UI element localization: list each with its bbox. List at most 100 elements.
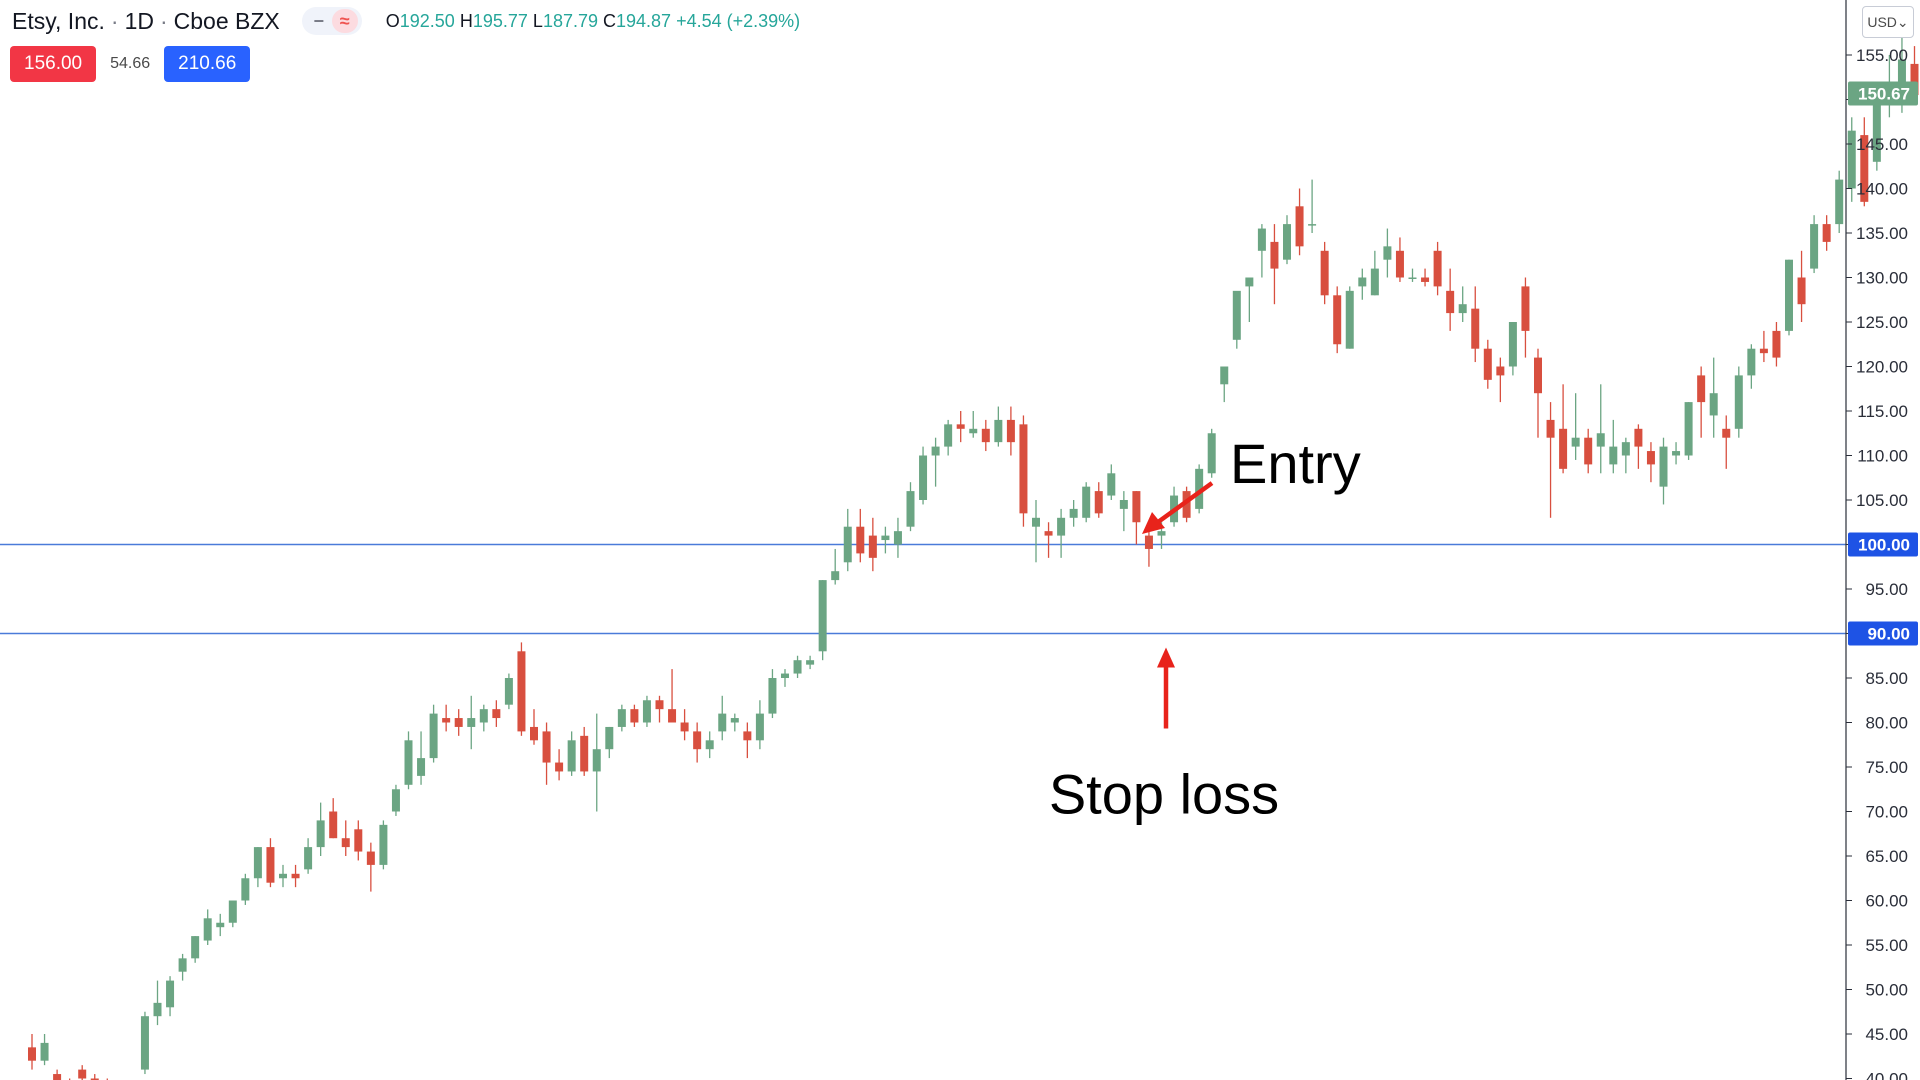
candle[interactable]: [1747, 344, 1756, 389]
candle[interactable]: [1596, 384, 1605, 474]
candle[interactable]: [316, 802, 325, 856]
candle[interactable]: [768, 669, 777, 719]
candle[interactable]: [291, 864, 300, 888]
candle[interactable]: [617, 704, 626, 732]
candle[interactable]: [78, 1065, 87, 1080]
candle[interactable]: [28, 1034, 36, 1070]
candle[interactable]: [1534, 348, 1542, 438]
candle[interactable]: [1835, 170, 1844, 233]
candle[interactable]: [1006, 406, 1015, 456]
candle[interactable]: [881, 526, 890, 554]
candle[interactable]: [718, 695, 727, 741]
candle[interactable]: [542, 722, 551, 785]
candle[interactable]: [793, 655, 802, 678]
candle[interactable]: [1195, 464, 1204, 514]
candle[interactable]: [1044, 522, 1053, 558]
candle[interactable]: [1182, 486, 1191, 523]
candle[interactable]: [843, 508, 852, 572]
candle[interactable]: [1057, 508, 1066, 558]
candle[interactable]: [266, 838, 275, 888]
candle[interactable]: [831, 548, 840, 585]
candle[interactable]: [931, 437, 940, 487]
candle[interactable]: [1496, 357, 1505, 403]
candle[interactable]: [1559, 384, 1568, 474]
candle[interactable]: [1722, 415, 1731, 469]
candle[interactable]: [1521, 277, 1530, 358]
candle[interactable]: [1822, 215, 1831, 251]
approx-icon[interactable]: ≈: [331, 9, 358, 33]
candle[interactable]: [730, 713, 739, 732]
symbol-name[interactable]: Etsy, Inc.: [12, 7, 105, 34]
candle[interactable]: [379, 820, 388, 870]
candle[interactable]: [304, 838, 313, 874]
candle[interactable]: [567, 731, 576, 776]
indicator-toggle[interactable]: − ≈: [301, 7, 362, 35]
candle[interactable]: [504, 673, 513, 710]
candle[interactable]: [253, 847, 262, 888]
candle[interactable]: [1672, 442, 1681, 465]
candle[interactable]: [454, 709, 463, 736]
candle[interactable]: [492, 700, 501, 727]
exchange-label[interactable]: Cboe BZX: [173, 7, 280, 34]
candle[interactable]: [1571, 393, 1580, 460]
candle[interactable]: [1810, 215, 1819, 274]
candle[interactable]: [140, 1011, 149, 1075]
candle[interactable]: [630, 704, 639, 727]
candle[interactable]: [1684, 402, 1693, 460]
candle[interactable]: [1697, 366, 1706, 438]
candle[interactable]: [1257, 224, 1266, 278]
candle[interactable]: [1358, 268, 1367, 300]
candle[interactable]: [1207, 428, 1216, 478]
candle[interactable]: [1433, 241, 1442, 296]
candle[interactable]: [1759, 330, 1768, 363]
candle[interactable]: [580, 726, 589, 776]
candle[interactable]: [354, 820, 363, 861]
candle[interactable]: [1019, 415, 1028, 527]
candle[interactable]: [693, 722, 702, 763]
candle[interactable]: [1847, 117, 1856, 202]
candle[interactable]: [467, 695, 476, 750]
candle[interactable]: [1446, 268, 1455, 331]
candle[interactable]: [1860, 117, 1869, 207]
candle[interactable]: [555, 749, 564, 781]
candle[interactable]: [1471, 286, 1480, 363]
candle[interactable]: [1634, 424, 1643, 469]
candle[interactable]: [1734, 366, 1743, 438]
candle[interactable]: [981, 419, 990, 452]
candle[interactable]: [893, 517, 902, 558]
candle[interactable]: [1395, 237, 1404, 282]
candle[interactable]: [341, 820, 350, 856]
candle[interactable]: [90, 1074, 99, 1080]
candle[interactable]: [906, 482, 915, 532]
candle[interactable]: [1119, 491, 1128, 532]
candle[interactable]: [1772, 322, 1781, 367]
candle[interactable]: [668, 669, 677, 723]
candle[interactable]: [919, 446, 928, 505]
candle[interactable]: [1383, 228, 1392, 278]
candle[interactable]: [1132, 491, 1141, 545]
candle[interactable]: [279, 864, 287, 888]
candle[interactable]: [856, 508, 865, 563]
candle[interactable]: [680, 709, 689, 741]
candle[interactable]: [1546, 402, 1555, 518]
candle[interactable]: [442, 704, 451, 732]
candle[interactable]: [642, 695, 651, 727]
candle[interactable]: [391, 784, 400, 816]
candle[interactable]: [366, 842, 375, 892]
candle[interactable]: [153, 980, 162, 1026]
candle[interactable]: [1621, 437, 1630, 474]
candle[interactable]: [166, 976, 175, 1017]
candle[interactable]: [404, 731, 413, 790]
candle[interactable]: [429, 704, 438, 763]
candle[interactable]: [1333, 286, 1342, 354]
candle[interactable]: [755, 700, 764, 750]
candle[interactable]: [1584, 428, 1593, 474]
candle[interactable]: [1659, 437, 1668, 505]
candle[interactable]: [781, 669, 789, 687]
candle[interactable]: [806, 655, 815, 670]
candle[interactable]: [994, 406, 1003, 447]
candle[interactable]: [1709, 357, 1718, 438]
candle[interactable]: [1797, 250, 1806, 322]
candle[interactable]: [1370, 250, 1379, 296]
